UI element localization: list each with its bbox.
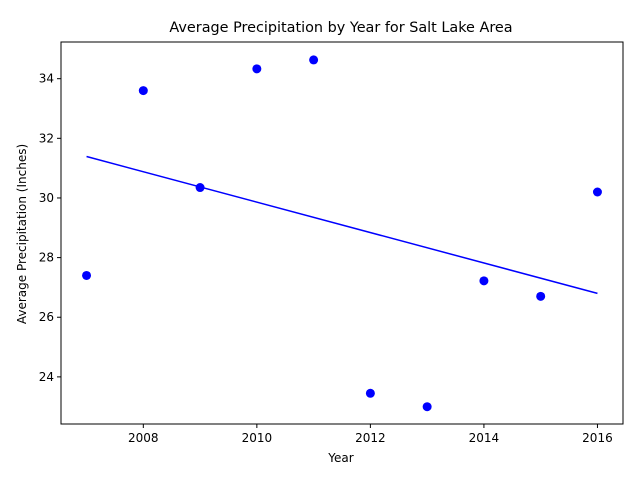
x-tick-label: 2012 bbox=[355, 431, 386, 445]
data-point bbox=[195, 183, 205, 193]
data-point bbox=[138, 86, 148, 96]
y-tick-label: 30 bbox=[39, 191, 54, 205]
x-axis: 2008 2010 2012 2014 2016 bbox=[128, 424, 613, 445]
data-point bbox=[536, 291, 546, 301]
y-tick-label: 28 bbox=[39, 251, 54, 265]
data-point bbox=[592, 187, 602, 197]
data-point bbox=[309, 55, 319, 65]
x-tick-label: 2016 bbox=[582, 431, 613, 445]
x-tick-label: 2010 bbox=[242, 431, 273, 445]
data-point bbox=[422, 402, 432, 412]
data-point bbox=[82, 270, 92, 280]
chart-title: Average Precipitation by Year for Salt L… bbox=[169, 20, 512, 36]
y-axis-label: Average Precipitation (Inches) bbox=[15, 144, 29, 324]
data-point bbox=[479, 276, 489, 286]
x-tick-label: 2014 bbox=[469, 431, 500, 445]
trend-line bbox=[86, 155, 598, 295]
y-tick-label: 24 bbox=[39, 370, 54, 384]
y-tick-label: 34 bbox=[39, 72, 54, 86]
axes-frame bbox=[60, 41, 624, 425]
plot-area bbox=[82, 55, 602, 412]
x-tick-label: 2008 bbox=[128, 431, 159, 445]
x-axis-label: Year bbox=[327, 451, 353, 465]
data-point bbox=[252, 64, 262, 74]
y-tick-label: 26 bbox=[39, 310, 54, 324]
data-point bbox=[365, 388, 375, 398]
y-axis: 24 26 28 30 32 34 bbox=[39, 72, 61, 384]
y-tick-label: 32 bbox=[39, 131, 54, 145]
